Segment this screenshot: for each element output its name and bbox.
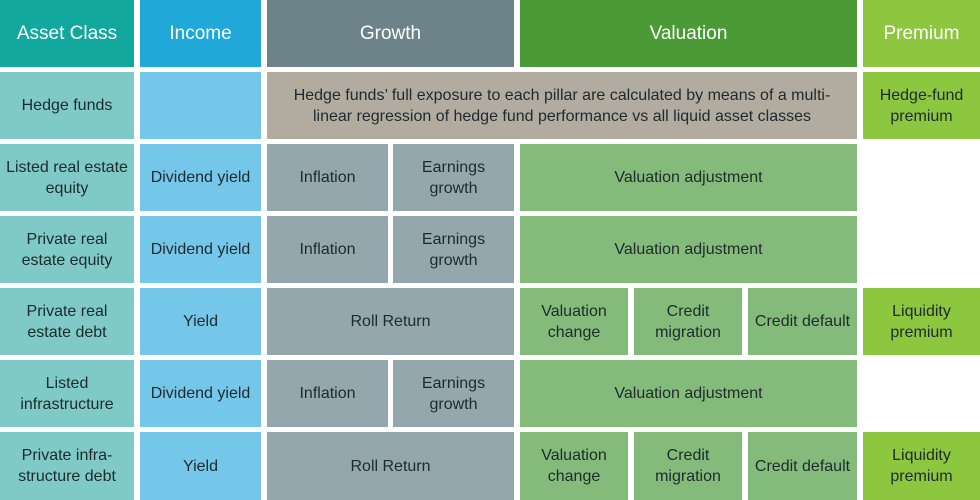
row-private-infra-debt-asset: Private infra-structure debt xyxy=(0,432,134,500)
header-premium: Premium xyxy=(863,0,980,67)
row-hedge-funds-income xyxy=(140,72,261,139)
row-listed-re-equity-asset: Listed real estate equity xyxy=(0,144,134,211)
row-listed-infra-earnings: Earnings growth xyxy=(393,360,514,427)
row-private-infra-debt-premium: Liquidity premium xyxy=(863,432,980,500)
row-listed-re-equity-earnings: Earnings growth xyxy=(393,144,514,211)
row-private-re-equity-asset: Private real estate equity xyxy=(0,216,134,283)
row-hedge-funds-premium: Hedge-fund premium xyxy=(863,72,980,139)
header-asset-class: Asset Class xyxy=(0,0,134,67)
row-listed-re-equity-valuation: Valuation adjustment xyxy=(520,144,857,211)
header-growth: Growth xyxy=(267,0,514,67)
row-hedge-funds-asset: Hedge funds xyxy=(0,72,134,139)
row-private-re-debt-credit-migration: Credit migration xyxy=(634,288,742,355)
header-valuation: Valuation xyxy=(520,0,857,67)
row-private-infra-debt-income: Yield xyxy=(140,432,261,500)
row-private-re-equity-earnings: Earnings growth xyxy=(393,216,514,283)
row-listed-infra-valuation: Valuation adjustment xyxy=(520,360,857,427)
row-private-infra-debt-credit-default: Credit default xyxy=(748,432,857,500)
row-listed-infra-inflation: Inflation xyxy=(267,360,388,427)
row-private-re-debt-credit-default: Credit default xyxy=(748,288,857,355)
row-private-re-debt-asset: Private real estate debt xyxy=(0,288,134,355)
row-private-re-debt-premium: Liquidity premium xyxy=(863,288,980,355)
row-private-infra-debt-credit-migration: Credit migration xyxy=(634,432,742,500)
header-income: Income xyxy=(140,0,261,67)
row-private-infra-debt-valuation-change: Valuation change xyxy=(520,432,628,500)
row-private-re-equity-valuation: Valuation adjustment xyxy=(520,216,857,283)
row-private-re-equity-inflation: Inflation xyxy=(267,216,388,283)
row-listed-infra-asset: Listed infrastructure xyxy=(0,360,134,427)
row-private-re-debt-income: Yield xyxy=(140,288,261,355)
row-private-re-equity-income: Dividend yield xyxy=(140,216,261,283)
row-private-re-debt-roll-return: Roll Return xyxy=(267,288,514,355)
row-hedge-funds-note: Hedge funds’ full exposure to each pilla… xyxy=(267,72,857,139)
row-private-re-debt-valuation-change: Valuation change xyxy=(520,288,628,355)
row-listed-re-equity-income: Dividend yield xyxy=(140,144,261,211)
row-listed-re-equity-inflation: Inflation xyxy=(267,144,388,211)
row-listed-infra-income: Dividend yield xyxy=(140,360,261,427)
row-private-infra-debt-roll-return: Roll Return xyxy=(267,432,514,500)
